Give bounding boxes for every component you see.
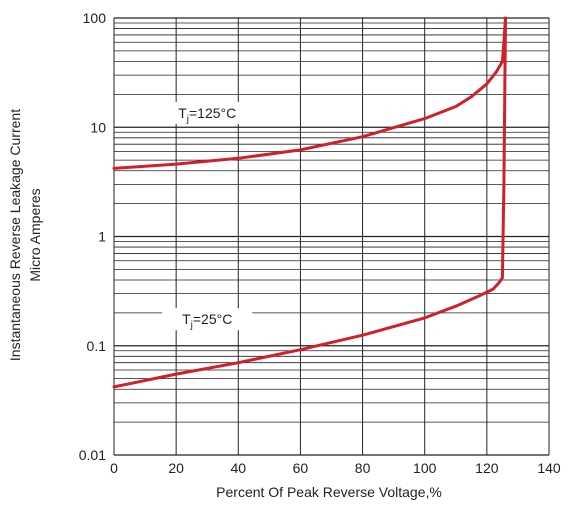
x-tick-label: 20 [168,460,184,476]
x-tick-label: 40 [230,460,246,476]
y-tick-label: 10 [90,119,106,135]
x-axis-title: Percent Of Peak Reverse Voltage,% [216,484,442,500]
label-subscript: j [190,320,193,331]
label-main: T [178,105,187,121]
y-axis-title-line-1: Instantaneous Reverse Leakage Current [7,109,23,361]
series-labels: Tj=125°CTj=25°C [159,102,256,331]
x-tick-label: 100 [413,460,437,476]
series-lines [112,16,507,389]
x-tick-label: 140 [537,460,561,476]
y-tick-label: 0.01 [79,447,106,463]
x-tick-label: 0 [110,460,118,476]
y-axis-title-line-2: Micro Amperes [27,188,43,281]
series-label-background [162,308,253,331]
series-label-tj-25c: Tj=25°C [182,311,232,331]
series-label-background [159,102,256,125]
series-label-tj-125c: Tj=125°C [178,105,236,125]
x-tick-label: 120 [475,460,499,476]
grid [113,17,550,456]
label-rest: =25°C [193,311,232,327]
y-tick-label: 0.1 [87,338,107,354]
series-line-tj-125c [112,16,507,170]
y-tick-label: 100 [83,10,107,26]
label-subscript: j [186,114,189,125]
tick-labels: 0 20 40 60 80 100 120 140 100 10 1 0.1 0.01 [79,10,561,476]
x-tick-label: 80 [355,460,371,476]
y-tick-label: 1 [98,229,106,245]
label-rest: =125°C [189,105,236,121]
label-main: T [182,311,191,327]
x-tick-label: 60 [293,460,309,476]
series-line-tj-25c [112,16,507,389]
